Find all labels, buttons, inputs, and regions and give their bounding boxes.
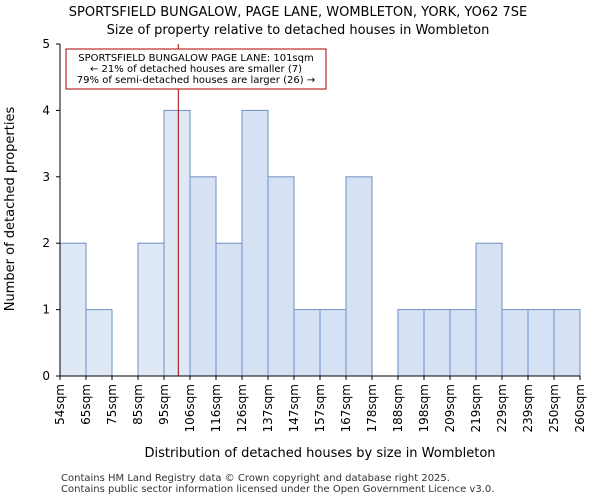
x-tick-label-54sqm: 54sqm — [53, 384, 67, 425]
x-tick-label-188sqm: 188sqm — [391, 384, 405, 432]
chart-title-line-1: SPORTSFIELD BUNGALOW, PAGE LANE, WOMBLET… — [69, 5, 528, 20]
x-tick-label-65sqm: 65sqm — [79, 384, 93, 425]
bar-116sqm — [215, 242, 243, 377]
x-tick-label-95sqm: 95sqm — [157, 384, 171, 425]
bar-95sqm — [163, 109, 191, 377]
x-tick-label-75sqm: 75sqm — [105, 384, 119, 425]
x-tick-label-137sqm: 137sqm — [261, 384, 275, 432]
bar-147sqm — [293, 309, 321, 377]
bar-126sqm — [241, 109, 269, 377]
bar-65sqm — [85, 309, 113, 377]
x-axis: 54sqm 65sqm 75sqm 85sqm 95sqm 106sqm 116sqm 126… — [53, 375, 587, 432]
x-tick-label-209sqm: 209sqm — [443, 384, 457, 432]
y-tick-label-0: 0 — [42, 369, 50, 383]
bar-209sqm — [449, 309, 477, 377]
x-tick-label-178sqm: 178sqm — [365, 384, 379, 432]
y-tick-label-2: 2 — [42, 236, 50, 250]
x-tick-label-250sqm: 250sqm — [547, 384, 561, 432]
chart-title-line-2: Size of property relative to detached ho… — [107, 23, 490, 38]
x-tick-label-85sqm: 85sqm — [131, 384, 145, 425]
bar-188sqm — [397, 309, 425, 377]
x-tick-label-198sqm: 198sqm — [417, 384, 431, 432]
annotation-box: SPORTSFIELD BUNGALOW PAGE LANE: 101sqm ←… — [65, 48, 327, 90]
x-tick-label-239sqm: 239sqm — [521, 384, 535, 432]
y-tick-label-5: 5 — [42, 37, 50, 51]
bar-157sqm — [319, 309, 347, 377]
annotation-line-3: 79% of semi-detached houses are larger (… — [77, 75, 315, 86]
bars-group — [59, 109, 581, 377]
x-tick-label-157sqm: 157sqm — [313, 384, 327, 432]
bar-54sqm — [59, 242, 87, 377]
y-axis-label: Number of detached properties — [3, 107, 18, 312]
bar-239sqm — [527, 309, 555, 377]
bar-229sqm — [501, 309, 529, 377]
y-tick-label-3: 3 — [42, 170, 50, 184]
bar-137sqm — [267, 176, 295, 377]
histogram-chart: SPORTSFIELD BUNGALOW, PAGE LANE, WOMBLET… — [3, 5, 587, 461]
x-tick-label-126sqm: 126sqm — [235, 384, 249, 432]
bar-198sqm — [423, 309, 451, 377]
annotation-line-1: SPORTSFIELD BUNGALOW PAGE LANE: 101sqm — [78, 53, 313, 64]
bar-85sqm — [137, 242, 165, 377]
bar-106sqm — [189, 176, 217, 377]
x-tick-label-116sqm: 116sqm — [209, 384, 223, 432]
x-tick-label-229sqm: 229sqm — [495, 384, 509, 432]
annotation-border — [65, 48, 327, 90]
annotation-line-2: ← 21% of detached houses are smaller (7) — [90, 64, 302, 75]
bar-167sqm — [345, 176, 373, 377]
x-axis-label: Distribution of detached houses by size … — [144, 446, 495, 461]
x-tick-label-167sqm: 167sqm — [339, 384, 353, 432]
x-tick-label-260sqm: 260sqm — [573, 384, 587, 432]
y-tick-label-1: 1 — [42, 303, 50, 317]
y-tick-label-4: 4 — [42, 103, 50, 117]
x-tick-label-219sqm: 219sqm — [469, 384, 483, 432]
x-tick-label-106sqm: 106sqm — [183, 384, 197, 432]
bar-219sqm — [475, 242, 503, 377]
x-tick-label-147sqm: 147sqm — [287, 384, 301, 432]
footer-copyright: Contains HM Land Registry data © Crown c… — [61, 473, 450, 484]
bar-250sqm — [553, 309, 581, 377]
footer-licence: Contains public sector information licen… — [61, 484, 495, 495]
y-axis: 0 1 2 3 4 5 — [42, 37, 61, 383]
